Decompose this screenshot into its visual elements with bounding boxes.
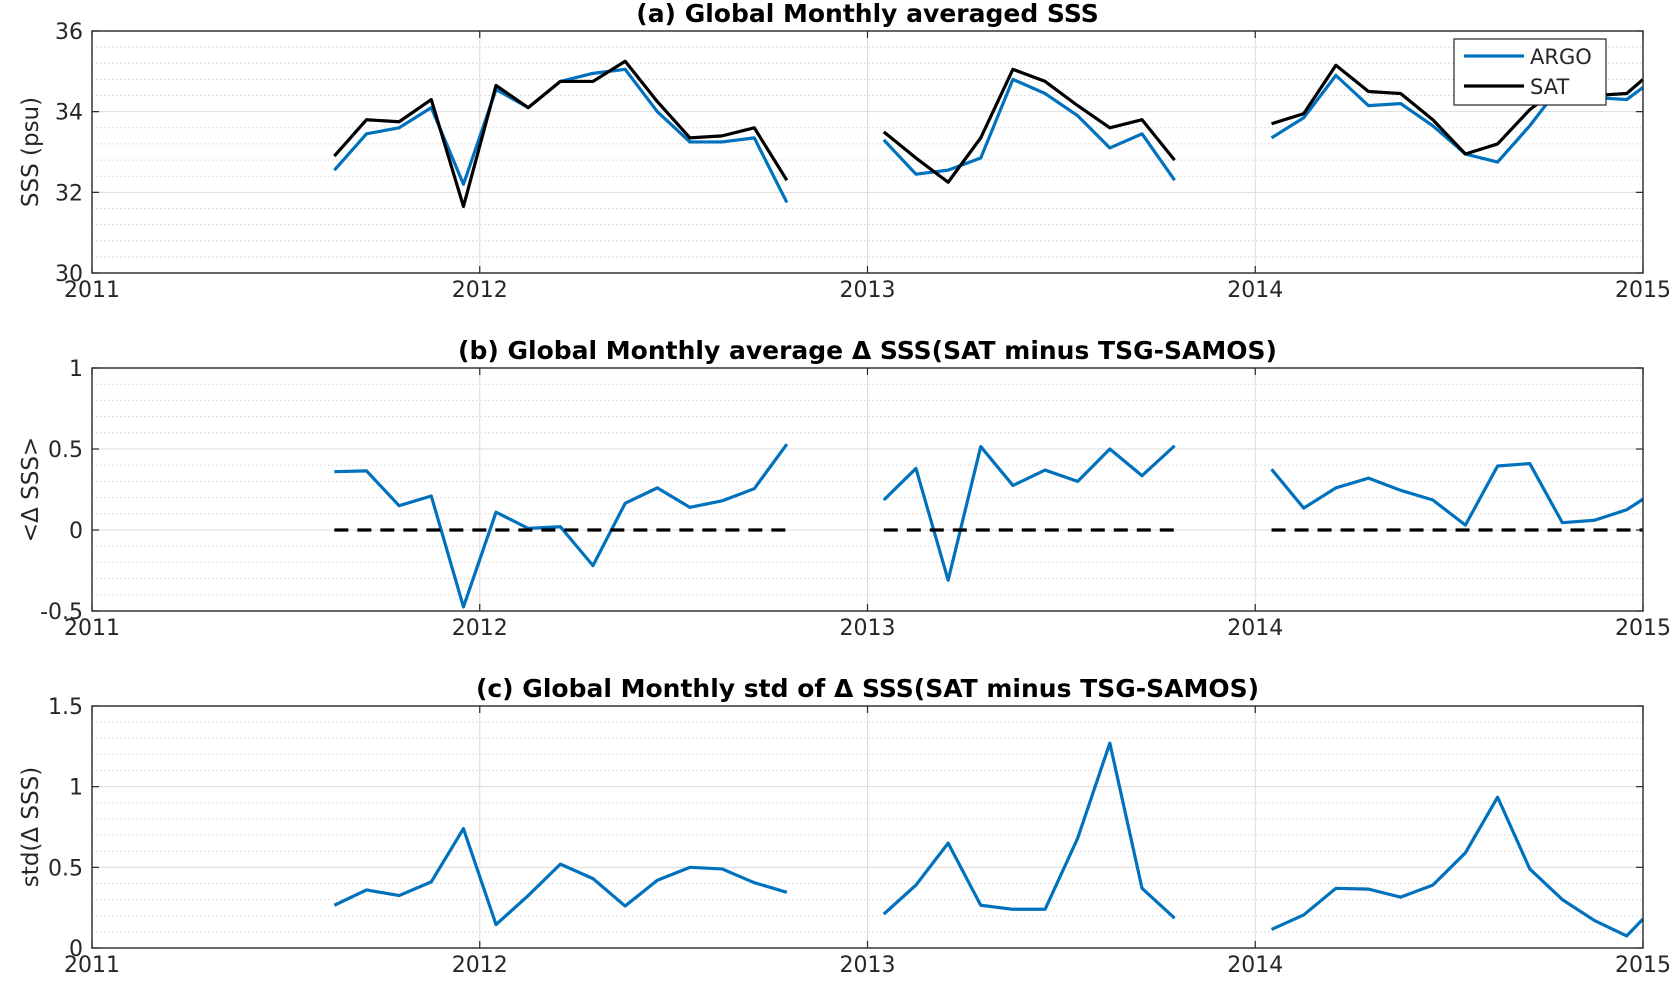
x-tick-label: 2015: [1615, 278, 1671, 303]
y-tick-label: 32: [55, 181, 83, 206]
legend-label: ARGO: [1530, 45, 1592, 69]
x-tick-label: 2011: [64, 278, 120, 303]
x-tick-label: 2013: [840, 616, 896, 641]
series-line-segment: [333, 59, 789, 209]
y-tick-label: 0.5: [48, 856, 83, 881]
x-tick-label: 2015: [1615, 616, 1671, 641]
x-tick-label: 2011: [64, 953, 120, 978]
legend-box: [1453, 38, 1607, 106]
y-axis-label: std(Δ SSS): [18, 767, 44, 887]
panel-2: 2011 2012 2013 2014 2015 -0.5 0 0.5 1 (b) Global …: [18, 336, 1671, 641]
series-line-segment: [1270, 795, 1645, 938]
x-tick-label: 2015: [1615, 953, 1671, 978]
x-tick-label: 2012: [452, 278, 508, 303]
x-tick-label: 2014: [1227, 278, 1283, 303]
panel-3: 2011 2012 2013 2014 2015 0 0.5 1 1.5 (c) Global M…: [18, 674, 1671, 978]
series-line-1: [333, 741, 1645, 938]
x-tick-label: 2013: [840, 278, 896, 303]
x-tick-label: 2014: [1227, 616, 1283, 641]
x-tick-label: 2012: [452, 616, 508, 641]
x-tick-label: 2013: [840, 953, 896, 978]
series-line-segment: [882, 741, 1176, 920]
y-tick-label: 0: [69, 519, 83, 544]
series-line-segment: [333, 827, 788, 927]
x-tick-label: 2014: [1227, 953, 1283, 978]
y-tick-label: 0.5: [48, 438, 83, 463]
legend: ARGO SAT: [1453, 38, 1607, 106]
x-tick-label: 2012: [452, 953, 508, 978]
y-tick-label: 36: [55, 20, 83, 45]
y-tick-label: 1: [69, 776, 83, 801]
series-line-segment: [1270, 461, 1644, 527]
panel-title: (b) Global Monthly average Δ SSS(SAT min…: [458, 336, 1277, 365]
y-axis-label: SSS (psu): [18, 97, 44, 207]
series-line-segment: [882, 444, 1176, 582]
panel-1: 2011 2012 2013 2014 2015 30 32 34 36 (a) Global M…: [18, 0, 1671, 303]
panel-title: (a) Global Monthly averaged SSS: [636, 0, 1098, 28]
y-tick-label: 1.5: [48, 695, 83, 720]
y-tick-label: 0: [69, 937, 83, 962]
y-tick-label: 30: [55, 262, 83, 287]
y-axis-label: <Δ SSS>: [18, 437, 44, 542]
y-tick-label: 1: [69, 357, 83, 382]
panel-title: (c) Global Monthly std of Δ SSS(SAT minu…: [476, 674, 1259, 703]
legend-label: SAT: [1530, 75, 1569, 99]
series-line-segment: [882, 67, 1176, 184]
series-line-segment: [882, 77, 1176, 182]
y-tick-label: -0.5: [40, 600, 83, 625]
series-line-segment: [334, 443, 789, 609]
series-line-1: [334, 443, 1644, 609]
y-tick-label: 34: [55, 101, 83, 126]
x-tick-label: 2011: [64, 616, 120, 641]
